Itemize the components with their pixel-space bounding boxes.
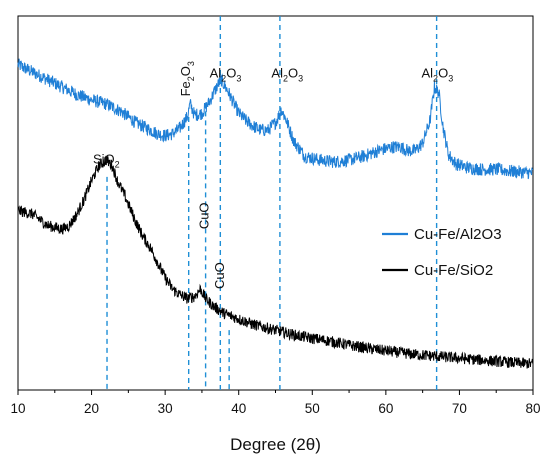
series-layer xyxy=(17,58,534,369)
series-line-al2o3 xyxy=(17,58,534,180)
peak-label-4: Al2O3 xyxy=(271,66,303,84)
peak-annotations: SiO2 Fe2O3 Al2O3 Al2O3 Al2O3 CuO CuO xyxy=(93,61,453,289)
x-tick-label-10: 10 xyxy=(10,401,25,416)
peak-label-2: Fe2O3 xyxy=(178,61,196,96)
x-axis: 10 20 30 40 50 60 70 80 xyxy=(10,390,541,416)
x-tick-label-40: 40 xyxy=(231,401,246,416)
legend: Cu-Fe/Al2O3 Cu-Fe/SiO2 xyxy=(382,226,502,279)
reference-lines xyxy=(106,16,438,390)
peak-label-1: SiO2 xyxy=(93,152,120,170)
x-tick-label-80: 80 xyxy=(525,401,540,416)
x-tick-label-30: 30 xyxy=(158,401,173,416)
x-tick-label-70: 70 xyxy=(452,401,467,416)
x-tick-label-60: 60 xyxy=(378,401,393,416)
peak-label-6: CuO xyxy=(197,202,212,229)
x-tick-label-20: 20 xyxy=(84,401,99,416)
peak-label-5: Al2O3 xyxy=(421,66,453,84)
peak-label-3: Al2O3 xyxy=(210,66,242,84)
series-line-sio2 xyxy=(17,155,534,369)
legend-label-al2o3: Cu-Fe/Al2O3 xyxy=(414,226,502,243)
x-axis-label: Degree (2θ) xyxy=(230,435,321,454)
peak-label-7: CuO xyxy=(212,262,227,289)
x-tick-label-50: 50 xyxy=(305,401,320,416)
legend-label-sio2: Cu-Fe/SiO2 xyxy=(414,262,493,279)
